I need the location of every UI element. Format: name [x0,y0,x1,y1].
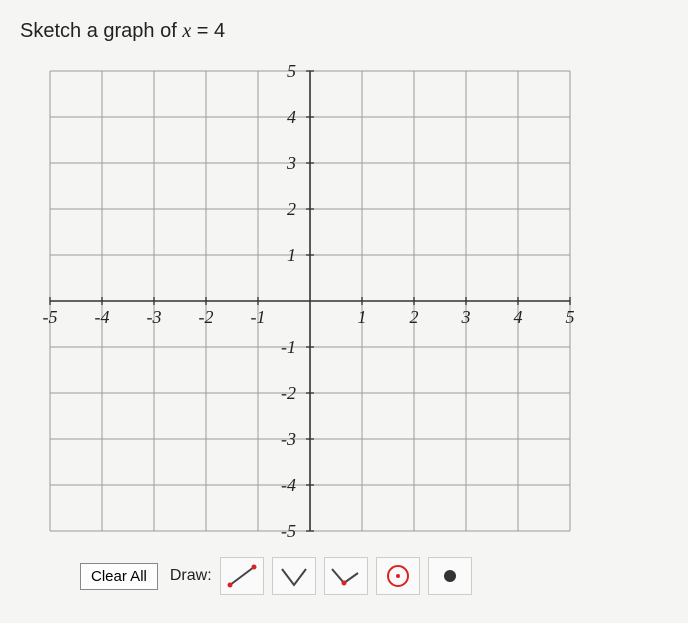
prompt-equals: = [191,20,214,42]
svg-text:1: 1 [358,307,367,327]
open-dot-tool[interactable] [376,557,420,595]
svg-text:3: 3 [286,153,296,173]
svg-text:-1: -1 [281,337,296,357]
svg-text:5: 5 [287,61,296,81]
closed-dot-tool[interactable] [428,557,472,595]
graph-canvas[interactable]: -5 -4 -3 -2 -1 1 2 3 4 5 -5 -4 -3 -2 -1 1 2 3 4 5 [30,51,590,551]
svg-text:-1: -1 [251,307,266,327]
prompt-variable: x [182,20,191,42]
svg-text:2: 2 [287,199,296,219]
clear-all-button[interactable]: Clear All [80,563,158,590]
svg-text:1: 1 [287,245,296,265]
svg-text:-5: -5 [281,521,296,541]
prompt-text: Sketch a graph of x = 4 [20,20,668,43]
prompt-value: 4 [214,20,225,42]
prompt-prefix: Sketch a graph of [20,20,182,42]
svg-text:4: 4 [514,307,523,327]
svg-text:2: 2 [410,307,419,327]
svg-text:-3: -3 [281,429,296,449]
svg-text:4: 4 [287,107,296,127]
svg-text:-3: -3 [147,307,162,327]
svg-text:-5: -5 [43,307,58,327]
svg-text:-4: -4 [281,475,296,495]
line-tool[interactable] [220,557,264,595]
svg-text:-2: -2 [199,307,214,327]
svg-text:-4: -4 [95,307,110,327]
draw-label: Draw: [170,567,212,585]
piecewise-tool[interactable] [324,557,368,595]
abs-tool[interactable] [272,557,316,595]
svg-text:-2: -2 [281,383,296,403]
svg-text:3: 3 [461,307,471,327]
svg-text:5: 5 [566,307,575,327]
toolbar: Clear All Draw: [80,557,668,595]
